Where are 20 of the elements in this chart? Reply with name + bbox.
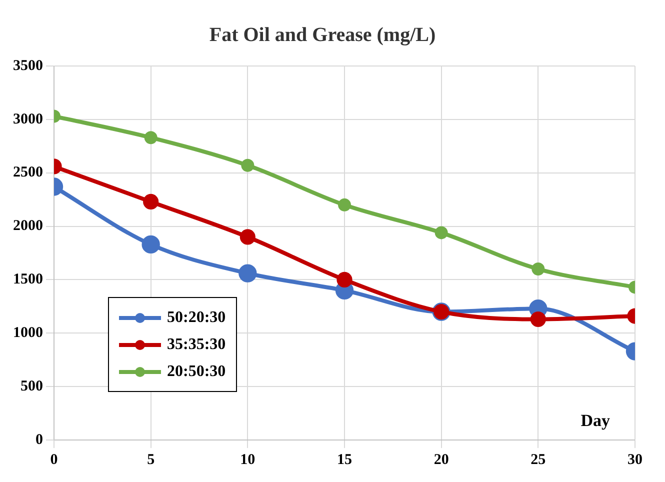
legend-label: 35:35:30	[167, 336, 226, 354]
x-tick-label: 25	[530, 452, 546, 468]
y-tick-label: 3500	[13, 58, 43, 74]
x-tick-label: 0	[50, 452, 58, 468]
chart-title: Fat Oil and Grease (mg/L)	[209, 24, 436, 46]
legend-label: 50:20:30	[167, 308, 226, 326]
y-tick-label: 2000	[13, 218, 43, 234]
x-tick-label: 20	[434, 452, 449, 468]
x-tick-label: 15	[337, 452, 352, 468]
y-tick-label: 3000	[13, 111, 43, 128]
y-tick-label: 2500	[13, 164, 43, 181]
legend-label: 20:50:30	[167, 362, 226, 380]
x-axis-title: Day	[580, 410, 610, 430]
y-tick-label: 1000	[13, 325, 43, 342]
y-tick-label: 1500	[13, 272, 43, 288]
x-tick-label: 5	[147, 452, 155, 468]
y-tick-label: 500	[20, 378, 43, 394]
y-tick-label: 0	[36, 432, 43, 448]
x-tick-label: 10	[240, 452, 256, 468]
x-tick-label: 30	[628, 452, 642, 468]
